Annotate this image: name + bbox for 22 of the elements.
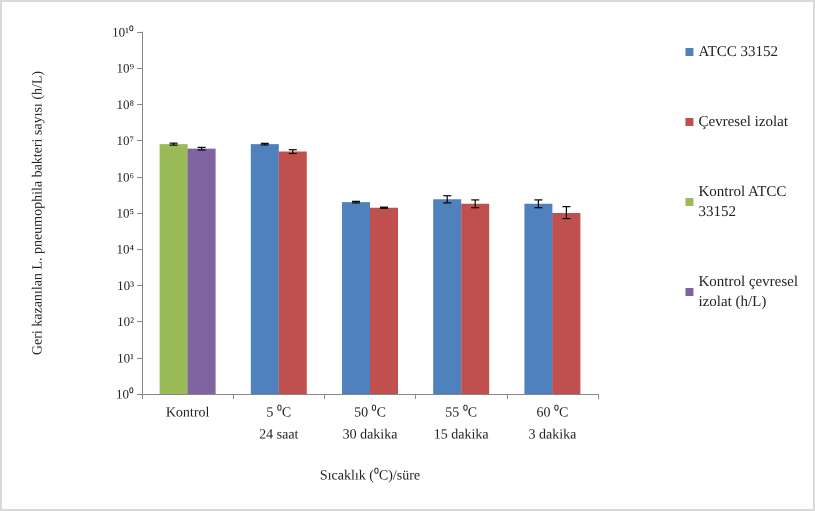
y-tick-label: 10⁷ (116, 133, 134, 148)
y-tick-label: 10⁴ (116, 242, 134, 257)
y-tick-label: 10³ (117, 278, 134, 293)
x-tick-label: 60 ⁰C 3 dakika (528, 404, 578, 442)
y-tick-label: 10⁹ (116, 60, 134, 76)
y-tick-label: 10⁸ (116, 96, 134, 112)
legend-label: Çevresel izolat (698, 114, 789, 130)
y-tick-label: 10¹ (117, 350, 134, 366)
y-tick-label: 10⁶ (116, 169, 134, 184)
y-axis-title: Geri kazanılan L. pneumophila bakteri sayısı (h/L) (30, 70, 46, 356)
x-tick-label: 50 ⁰C 30 dakika (342, 404, 398, 442)
y-tick-label: 10⁵ (116, 206, 134, 220)
x-tick-label: Kontrol (166, 406, 210, 420)
legend-label: ATCC 33152 (698, 44, 778, 60)
y-tick-label: 10¹⁰ (112, 24, 134, 40)
y-tick-label: 10² (117, 314, 134, 330)
x-tick-label: 55 ⁰C 15 dakika (434, 404, 490, 442)
x-axis-title: Sıcaklık (⁰C)/süre (320, 468, 420, 484)
x-tick-label: 5 ⁰C 24 saat (259, 404, 299, 442)
y-tick-label: 10⁰ (116, 386, 134, 402)
legend-label: Kontrol çevresel izolat (h/L) (698, 274, 798, 310)
legend-label: Kontrol ATCC 33152 (698, 184, 786, 220)
